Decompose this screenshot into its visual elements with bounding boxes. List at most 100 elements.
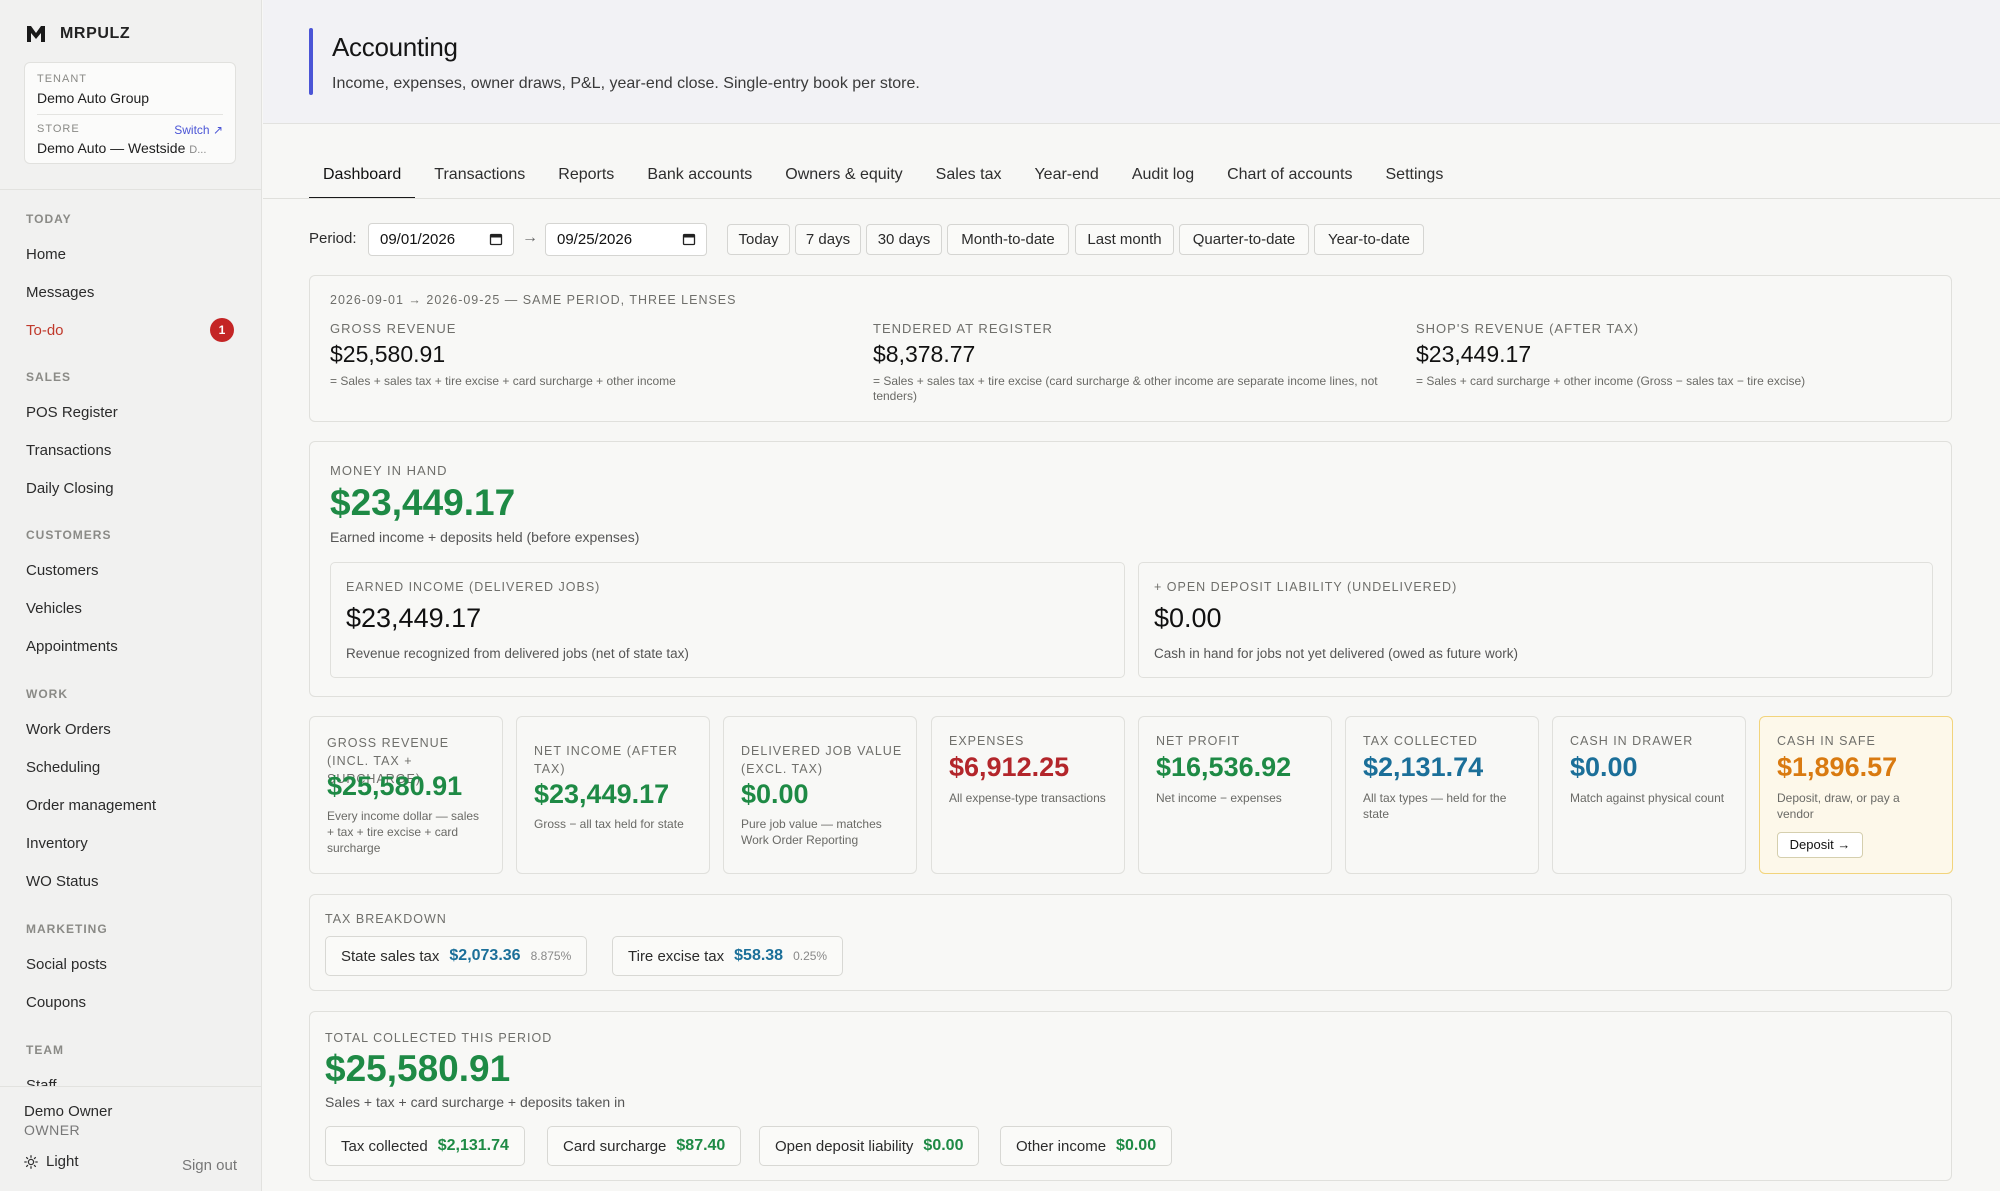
kpi-value: $25,580.91	[327, 771, 463, 801]
kpi-label: NET INCOME (AFTER TAX)	[534, 744, 678, 776]
deposit-button[interactable]: Deposit →	[1777, 832, 1863, 858]
brand[interactable]: MRPULZ	[26, 24, 130, 44]
sidebar-item-appointments[interactable]: Appointments	[26, 638, 118, 655]
sidebar-item-social-posts[interactable]: Social posts	[26, 956, 107, 973]
sign-out-link[interactable]: Sign out	[181, 1157, 237, 1174]
kpi-delivered-job-value: DELIVERED JOB VALUE (EXCL. TAX) $0.00 Pu…	[723, 716, 917, 874]
kpi-cash-in-drawer: CASH IN DRAWER $0.00 Match against physi…	[1552, 716, 1746, 874]
kpi-value: $23,449.17	[534, 779, 670, 809]
kpi-value: $0.00	[741, 779, 809, 809]
money-in-hand-value: $23,449.17	[330, 482, 516, 523]
tabs-underline	[263, 198, 2000, 199]
kpi-value: $6,912.25	[949, 752, 1070, 782]
tendered-value: $8,378.77	[873, 341, 976, 367]
page-header: Accounting Income, expenses, owner draws…	[263, 0, 2000, 124]
gross-revenue-label: GROSS REVENUE	[330, 321, 457, 336]
theme-toggle[interactable]: Light	[24, 1153, 79, 1170]
kpi-label: EXPENSES	[949, 734, 1025, 748]
range-7-days-button[interactable]: 7 days	[795, 224, 861, 255]
tab-owners-equity[interactable]: Owners & equity	[785, 166, 903, 183]
sidebar-item-todo[interactable]: To-do	[26, 322, 64, 339]
switch-store-link[interactable]: Switch ↗	[174, 123, 223, 137]
total-collected-label: TOTAL COLLECTED THIS PERIOD	[325, 1031, 553, 1045]
period-from-date-input[interactable]: 09/01/2026	[368, 223, 514, 256]
tab-settings[interactable]: Settings	[1385, 166, 1444, 183]
theme-label: Light	[46, 1153, 79, 1170]
tenant-store-card: TENANT Demo Auto Group STORE Switch ↗ De…	[24, 62, 236, 164]
sidebar-item-wo-status[interactable]: WO Status	[26, 873, 99, 890]
sidebar-item-inventory[interactable]: Inventory	[26, 835, 88, 852]
todo-count-badge: 1	[210, 318, 234, 342]
calendar-icon	[489, 233, 503, 246]
tax-breakdown-card: TAX BREAKDOWN State sales tax $2,073.36 …	[309, 894, 1952, 991]
nav-section-customers: CUSTOMERS	[26, 528, 112, 542]
money-in-hand-label: MONEY IN HAND	[330, 463, 448, 478]
store-label: STORE	[37, 123, 80, 135]
sidebar-item-pos-register[interactable]: POS Register	[26, 404, 118, 421]
tab-bank-accounts[interactable]: Bank accounts	[647, 166, 753, 183]
tab-audit-log[interactable]: Audit log	[1131, 166, 1195, 183]
sidebar-item-transactions[interactable]: Transactions	[26, 442, 112, 459]
brand-name: MRPULZ	[60, 25, 131, 42]
header-accent-bar	[309, 28, 313, 95]
kpi-label: NET PROFIT	[1156, 734, 1241, 748]
store-name: Demo Auto — Westside D...	[37, 140, 206, 156]
kpi-desc: Net income − expenses	[1156, 791, 1282, 805]
tenant-label: TENANT	[37, 73, 87, 85]
store-name-text: Demo Auto — Westside	[37, 140, 186, 156]
range-today-button[interactable]: Today	[727, 224, 790, 255]
total-pill-value: $87.40	[676, 1137, 726, 1154]
tab-transactions[interactable]: Transactions	[434, 166, 526, 183]
period-from-value: 09/01/2026	[380, 231, 456, 248]
kpi-label: DELIVERED JOB VALUE (EXCL. TAX)	[741, 744, 903, 776]
sidebar-item-coupons[interactable]: Coupons	[26, 994, 87, 1011]
kpi-desc: All expense-type transactions	[949, 791, 1106, 805]
sidebar-item-messages[interactable]: Messages	[26, 284, 95, 301]
period-to-date-input[interactable]: 09/25/2026	[545, 223, 707, 256]
tendered-label: TENDERED AT REGISTER	[873, 321, 1053, 336]
tab-chart-of-accounts[interactable]: Chart of accounts	[1227, 166, 1353, 183]
tax-pill-state: State sales tax $2,073.36 8.875%	[325, 936, 588, 976]
sun-icon	[24, 1154, 38, 1169]
shop-revenue-value: $23,449.17	[1416, 341, 1532, 367]
total-pill-value: $2,131.74	[437, 1137, 509, 1154]
range-30-days-button[interactable]: 30 days	[866, 224, 942, 255]
gross-revenue-value: $25,580.91	[330, 341, 446, 367]
earned-income-label: EARNED INCOME (DELIVERED JOBS)	[346, 580, 601, 594]
sidebar-item-daily-closing[interactable]: Daily Closing	[26, 480, 114, 497]
kpi-label: CASH IN DRAWER	[1570, 734, 1694, 748]
tab-reports[interactable]: Reports	[558, 166, 615, 183]
nav-section-today: TODAY	[26, 212, 72, 226]
money-in-hand-note: Earned income + deposits held (before ex…	[330, 529, 640, 545]
range-month-to-date-button[interactable]: Month-to-date	[947, 224, 1069, 255]
range-last-month-button[interactable]: Last month	[1075, 224, 1174, 255]
page-title: Accounting	[332, 32, 458, 62]
total-pill-label: Other income	[1016, 1137, 1107, 1155]
sidebar-item-order-management[interactable]: Order management	[26, 797, 157, 814]
open-deposit-card: + OPEN DEPOSIT LIABILITY (UNDELIVERED) $…	[1138, 562, 1933, 678]
range-quarter-to-date-button[interactable]: Quarter-to-date	[1179, 224, 1309, 255]
tax-pill-tire: Tire excise tax $58.38 0.25%	[612, 936, 844, 976]
sidebar-item-home[interactable]: Home	[26, 246, 67, 263]
tenant-divider	[37, 114, 223, 115]
user-block: Demo Owner OWNER Light Sign out	[0, 1086, 261, 1191]
tab-dashboard[interactable]: Dashboard	[309, 158, 416, 199]
sidebar-item-scheduling[interactable]: Scheduling	[26, 759, 101, 776]
total-pill-label: Card surcharge	[563, 1137, 667, 1155]
range-year-to-date-button[interactable]: Year-to-date	[1314, 224, 1424, 255]
sidebar-item-customers[interactable]: Customers	[26, 562, 99, 579]
total-pill-card-surcharge: Card surcharge $87.40	[547, 1126, 742, 1166]
sidebar-item-work-orders[interactable]: Work Orders	[26, 721, 111, 738]
store-suffix: D...	[189, 144, 207, 156]
sidebar-item-vehicles[interactable]: Vehicles	[26, 600, 82, 617]
calendar-icon	[682, 233, 696, 246]
sidebar: MRPULZ TENANT Demo Auto Group STORE Swit…	[0, 0, 262, 1191]
kpi-label: GROSS REVENUE (INCL. TAX + SURCHARGE)	[327, 736, 450, 786]
tax-pill-rate: 0.25%	[793, 949, 828, 963]
kpi-cash-in-safe: CASH IN SAFE $1,896.57 Deposit, draw, or…	[1759, 716, 1953, 874]
tab-sales-tax[interactable]: Sales tax	[935, 166, 1002, 183]
earned-income-note: Revenue recognized from delivered jobs (…	[346, 646, 689, 661]
tax-breakdown-label: TAX BREAKDOWN	[325, 912, 447, 926]
money-in-hand-card: MONEY IN HAND $23,449.17 Earned income +…	[309, 441, 1952, 697]
tab-year-end[interactable]: Year-end	[1034, 166, 1099, 183]
